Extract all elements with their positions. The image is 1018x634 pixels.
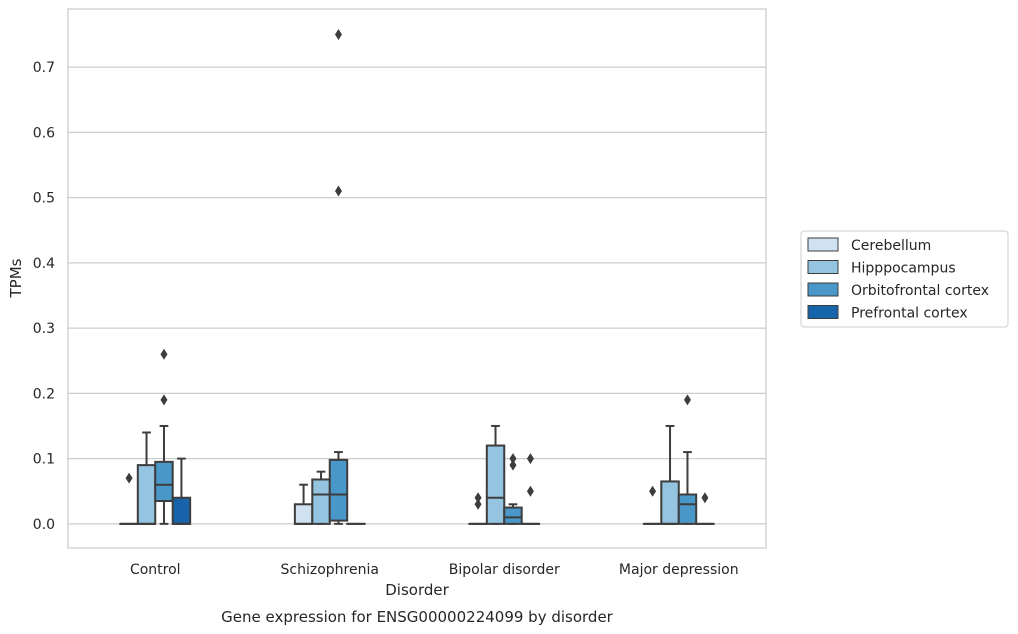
outlier-point — [160, 394, 168, 406]
outlier-point — [701, 492, 709, 504]
outlier-point — [125, 472, 133, 484]
y-tick-label: 0.6 — [33, 125, 55, 141]
box — [171, 496, 192, 525]
x-tick-label: Control — [130, 562, 181, 578]
box — [311, 478, 331, 525]
box-hipppocampus — [485, 424, 506, 525]
legend-frame — [800, 230, 1009, 328]
box — [677, 493, 698, 525]
y-tick-labels: 0.0 0.1 0.2 0.3 0.4 0.5 0.6 0.7 — [33, 60, 55, 533]
box — [660, 480, 680, 525]
legend-swatch — [807, 237, 839, 252]
outlier-point — [160, 348, 168, 360]
y-tick-label: 0.4 — [33, 256, 55, 272]
y-tick-label: 0.1 — [33, 452, 55, 468]
outlier-point — [509, 459, 517, 471]
box-orbitofrontal-cortex — [503, 453, 523, 525]
outlier-point — [334, 28, 342, 40]
box-series — [119, 28, 715, 525]
plot-frame — [67, 8, 767, 549]
legend-swatch — [807, 305, 839, 319]
y-tick-label: 0.0 — [33, 517, 55, 533]
chart-caption: Gene expression for ENSG00000224099 by d… — [221, 608, 614, 626]
x-tick-label: Major depression — [619, 562, 739, 578]
outlier-point — [526, 485, 534, 497]
legend-label: Cerebellum — [851, 238, 931, 254]
box-orbitofrontal-cortex — [677, 394, 698, 525]
x-tick-label: Schizophrenia — [281, 562, 379, 578]
x-tick-labels: Control Schizophrenia Bipolar disorder Majo… — [130, 562, 739, 578]
box-prefrontal-cortex — [695, 492, 715, 525]
y-tick-label: 0.3 — [33, 321, 55, 337]
box — [485, 444, 506, 525]
legend: Cerebellum Hipppocampus Orbitofrontal cort… — [800, 230, 1009, 328]
y-tick-label: 0.5 — [33, 191, 55, 207]
box-prefrontal-cortex — [520, 453, 541, 525]
box — [136, 464, 157, 525]
outlier-point — [509, 453, 517, 465]
box — [328, 458, 349, 522]
legend-swatch — [807, 260, 839, 274]
legend-swatch — [807, 282, 839, 297]
outlier-point — [474, 492, 482, 504]
legend-label: Orbitofrontal cortex — [851, 283, 989, 299]
box — [154, 460, 174, 503]
y-axis-label: TPMs — [7, 258, 25, 298]
outlier-point — [649, 485, 657, 497]
box-hipppocampus — [136, 431, 157, 525]
y-tick-label: 0.7 — [33, 60, 55, 76]
outlier-point — [683, 394, 691, 406]
outlier-point — [474, 498, 482, 510]
legend-label: Hipppocampus — [851, 261, 956, 277]
x-tick-label: Bipolar disorder — [449, 562, 560, 578]
box-orbitofrontal-cortex — [154, 348, 174, 525]
legend-label: Prefrontal cortex — [851, 306, 968, 322]
box — [293, 503, 314, 525]
x-axis-label: Disorder — [385, 581, 449, 599]
box-hipppocampus — [660, 424, 680, 525]
box-orbitofrontal-cortex — [328, 28, 349, 525]
box — [503, 506, 523, 525]
box-prefrontal-cortex — [171, 457, 192, 525]
outlier-point — [334, 185, 342, 197]
y-tick-label: 0.2 — [33, 386, 55, 402]
outlier-point — [526, 453, 534, 465]
box-hipppocampus — [311, 470, 331, 525]
